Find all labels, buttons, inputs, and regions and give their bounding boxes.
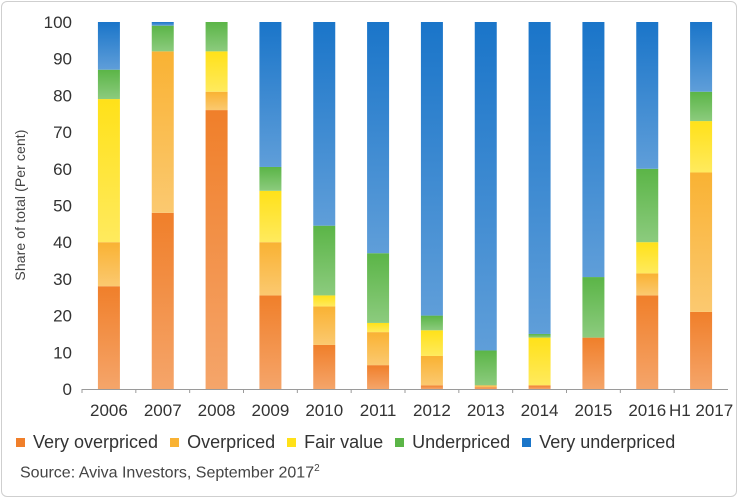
bar-segment-very-underpriced-2010: [313, 22, 336, 226]
x-tick-label: H1 2017: [669, 401, 733, 420]
x-tick-label: 2012: [413, 401, 451, 420]
y-tick-label: 20: [53, 307, 72, 326]
x-tick-label: 2016: [628, 401, 666, 420]
bar-segment-fair-value-2012: [420, 330, 443, 356]
bar-segment-underpriced-2014: [528, 333, 551, 338]
bar-segment-overpriced-2010: [313, 306, 336, 345]
bar-segment-very-underpriced-2015: [582, 22, 605, 278]
bar-segment-fair-value-2010: [313, 295, 336, 307]
bar-segment-very-underpriced-2012: [420, 22, 443, 316]
bar-segment-fair-value-2016: [636, 242, 659, 274]
bar-segment-very-overpriced-2016: [636, 295, 659, 389]
legend-swatch: [522, 438, 532, 447]
bar-segment-underpriced-2013: [474, 350, 497, 386]
y-tick-label: 0: [63, 380, 72, 399]
bar-segment-overpriced-2012: [420, 355, 443, 386]
bar-segment-overpriced-h1-2017: [690, 172, 713, 312]
bar-segment-very-overpriced-2012: [420, 385, 443, 389]
bar-segment-very-underpriced-2014: [528, 22, 551, 334]
bar-segment-overpriced-2016: [636, 273, 659, 296]
x-tick-label: 2009: [252, 401, 290, 420]
bar-segment-very-overpriced-2010: [313, 344, 336, 389]
y-tick-label: 30: [53, 270, 72, 289]
legend-item-underpriced: Underpriced: [395, 432, 510, 453]
source-text: Source: Aviva Investors, September 2017: [20, 464, 315, 482]
x-tick-label: 2015: [575, 401, 613, 420]
y-tick-label: 90: [53, 50, 72, 69]
legend-item-very-underpriced: Very underpriced: [522, 432, 675, 453]
y-tick-label: 70: [53, 123, 72, 142]
bar-segment-underpriced-2007: [151, 25, 174, 52]
legend-label: Very overpriced: [33, 432, 159, 452]
bar-segment-very-overpriced-2008: [205, 110, 228, 389]
legend: Very overpriced Overpriced Fair value Un…: [16, 432, 687, 453]
legend-swatch: [170, 438, 180, 447]
bar-segment-very-underpriced-2009: [259, 22, 282, 167]
bar-segment-very-underpriced-2016: [636, 22, 659, 169]
x-tick-label: 2010: [305, 401, 343, 420]
bar-segment-fair-value-2011: [367, 322, 390, 333]
legend-swatch: [395, 438, 405, 447]
bar-segment-very-overpriced-2014: [528, 385, 551, 389]
bar-segment-very-underpriced-2007: [151, 22, 174, 26]
legend-swatch: [287, 438, 297, 447]
bar-segment-underpriced-2016: [636, 168, 659, 243]
y-tick-label: 60: [53, 160, 72, 179]
bar-segment-underpriced-h1-2017: [690, 91, 713, 122]
bar-segment-underpriced-2006: [97, 69, 120, 100]
bar-segment-overpriced-2007: [151, 51, 174, 213]
legend-label: Very underpriced: [539, 432, 676, 452]
x-tick-label: 2014: [521, 401, 559, 420]
source-note: Source: Aviva Investors, September 20172: [20, 463, 320, 482]
bar-segment-overpriced-2006: [97, 242, 120, 287]
x-tick-label: 2011: [360, 401, 397, 420]
bar-segment-underpriced-2015: [582, 277, 605, 338]
bar-segment-very-overpriced-2015: [582, 337, 605, 389]
bar-segment-very-overpriced-2011: [367, 365, 390, 389]
bar-segment-underpriced-2012: [420, 315, 443, 331]
x-tick-label: 2013: [467, 401, 505, 420]
y-tick-label: 100: [44, 13, 72, 32]
legend-item-overpriced: Overpriced: [170, 432, 275, 453]
bar-segment-fair-value-2014: [528, 337, 551, 386]
bar-segment-overpriced-2011: [367, 332, 390, 366]
bar-segment-overpriced-2013: [474, 385, 497, 388]
bar-segment-underpriced-2011: [367, 253, 390, 323]
x-tick-label: 2008: [198, 401, 236, 420]
x-tick-label: 2006: [90, 401, 128, 420]
bar-segment-very-underpriced-2013: [474, 22, 497, 351]
bar-segment-fair-value-2006: [97, 99, 120, 243]
bar-segment-underpriced-2010: [313, 225, 336, 296]
y-tick-label: 80: [53, 86, 72, 105]
y-tick-label: 50: [53, 197, 72, 216]
y-tick-label: 40: [53, 233, 72, 252]
y-axis-title: Share of total (Per cent): [12, 129, 28, 281]
bar-segment-very-overpriced-h1-2017: [690, 311, 713, 389]
bar-segment-underpriced-2008: [205, 22, 228, 52]
bar-segment-fair-value-h1-2017: [690, 121, 713, 173]
legend-label: Fair value: [304, 432, 384, 452]
bar-segment-very-underpriced-2006: [97, 22, 120, 70]
legend-item-very-overpriced: Very overpriced: [16, 432, 158, 453]
bar-segment-very-underpriced-2011: [367, 22, 390, 254]
bar-segment-very-overpriced-2009: [259, 295, 282, 389]
bar-segment-very-overpriced-2007: [151, 212, 174, 389]
bar-segment-underpriced-2009: [259, 166, 282, 191]
legend-label: Underpriced: [412, 432, 511, 452]
bar-segment-very-underpriced-h1-2017: [690, 22, 713, 92]
y-tick-label: 10: [53, 343, 72, 362]
legend-label: Overpriced: [187, 432, 276, 452]
legend-swatch: [16, 438, 25, 447]
x-tick-label: 2007: [144, 401, 182, 420]
legend-item-fair-value: Fair value: [287, 432, 383, 453]
bar-segment-very-overpriced-2006: [97, 286, 120, 389]
bar-segment-overpriced-2009: [259, 242, 282, 296]
footnote-marker: 2: [314, 463, 320, 474]
bar-segment-fair-value-2008: [205, 51, 228, 92]
bar-segment-fair-value-2009: [259, 190, 282, 243]
bar-segment-very-overpriced-2013: [474, 387, 497, 389]
bar-segment-overpriced-2008: [205, 91, 228, 111]
